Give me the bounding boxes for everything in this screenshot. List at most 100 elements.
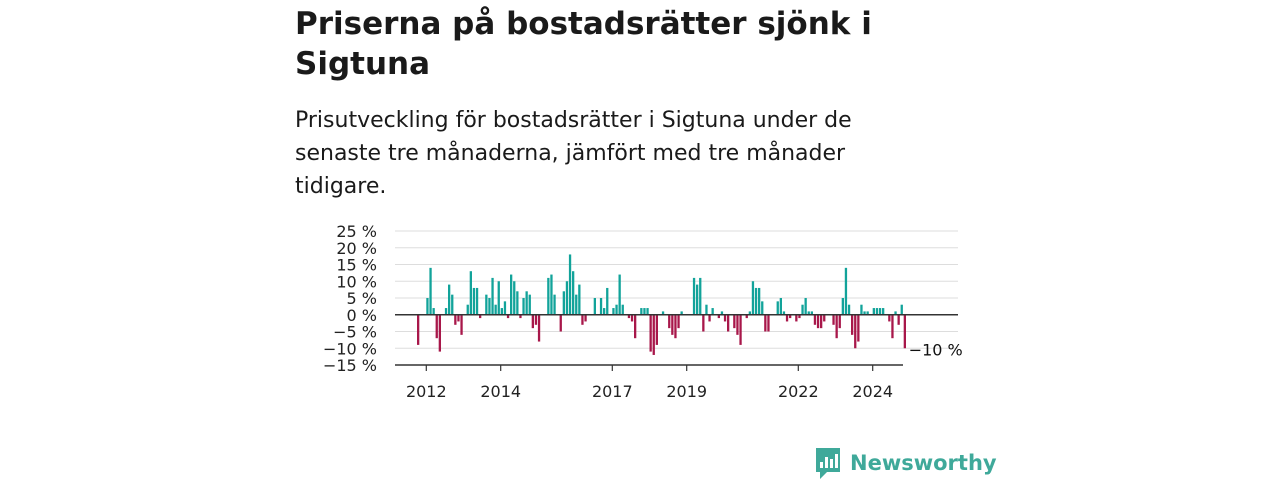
bar: [779, 298, 782, 315]
bar: [612, 308, 615, 315]
bar: [813, 314, 817, 325]
bar: [643, 308, 646, 315]
bar: [618, 274, 621, 315]
bar: [457, 314, 460, 322]
bar: [857, 314, 860, 342]
bar: [417, 314, 420, 345]
bar: [844, 267, 848, 315]
bar: [776, 301, 779, 315]
bar: [630, 314, 634, 322]
bar: [432, 308, 435, 315]
bar: [897, 314, 900, 325]
bar: [677, 314, 680, 329]
bar: [751, 281, 755, 315]
y-tick-label: 20 %: [336, 239, 377, 258]
bar: [553, 294, 556, 315]
bar: [510, 274, 513, 315]
bar: [674, 314, 677, 339]
bar: [565, 281, 569, 315]
bar: [863, 311, 866, 315]
x-tick-label: 2017: [592, 382, 633, 401]
bar: [438, 314, 441, 352]
brand-name: Newsworthy: [850, 451, 997, 475]
bar: [599, 298, 603, 315]
bar: [652, 314, 655, 355]
y-tick-label: −15 %: [323, 356, 377, 375]
bar: [795, 314, 798, 322]
bar: [816, 314, 820, 329]
bar: [860, 304, 863, 315]
bar: [503, 301, 507, 315]
bar: [854, 314, 857, 349]
bar: [692, 277, 696, 315]
bar: [835, 314, 838, 339]
bar: [841, 298, 844, 315]
bar: [733, 314, 736, 329]
gridlines: [395, 230, 958, 349]
y-tick-label: 25 %: [336, 222, 377, 241]
axes: [395, 313, 958, 371]
bar: [807, 311, 810, 315]
bar: [761, 301, 764, 315]
bar: [736, 314, 739, 335]
chart-subtitle: Prisutveckling för bostadsrätter i Sigtu…: [295, 108, 852, 199]
bar: [615, 304, 618, 315]
bar: [559, 314, 562, 332]
x-tick-label: 2014: [480, 382, 521, 401]
bar: [429, 267, 432, 315]
bar: [640, 308, 643, 315]
bar: [785, 314, 789, 322]
bar-chart: 25 %20 %15 %10 %5 %0 %−5 %−10 %−15 %2012…: [323, 222, 963, 401]
bar: [435, 314, 438, 339]
bar: [479, 314, 482, 319]
bar: [451, 294, 454, 315]
bar: [758, 287, 761, 315]
bar: [804, 298, 807, 315]
bar: [888, 314, 891, 322]
bar: [491, 277, 494, 315]
bar: [448, 284, 451, 315]
bar: [581, 314, 584, 325]
bar: [528, 294, 531, 315]
bar: [494, 304, 497, 315]
bar: [525, 291, 528, 315]
bar: [872, 308, 875, 315]
bar: [568, 254, 572, 315]
bar: [655, 314, 658, 345]
bar: [702, 314, 705, 332]
bar: [878, 308, 882, 315]
last-value-label: −10 %: [909, 340, 963, 359]
bar: [578, 284, 581, 315]
bar: [634, 314, 637, 339]
bar: [522, 298, 525, 315]
x-tick-label: 2012: [406, 382, 447, 401]
x-tick-label: 2019: [666, 382, 707, 401]
bar: [646, 308, 649, 315]
bar: [603, 308, 606, 315]
bar: [903, 314, 906, 349]
bar: [748, 311, 751, 315]
bar: [485, 294, 488, 315]
chart-title: Priserna på bostadsrätter sjönk i Sigtun…: [295, 6, 872, 82]
bar: [745, 314, 748, 319]
bar: [705, 304, 708, 315]
bar: [711, 308, 714, 315]
bar: [789, 314, 792, 319]
bar: [823, 314, 826, 322]
bar: [668, 314, 671, 329]
bar: [444, 308, 448, 315]
x-tick-label: 2024: [852, 382, 893, 401]
bar: [547, 277, 550, 315]
bar: [460, 314, 463, 335]
bar: [847, 304, 851, 315]
bar: [550, 274, 553, 315]
bar: [575, 294, 578, 315]
bar: [891, 314, 894, 339]
newsworthy-logo[interactable]: Newsworthy: [814, 446, 997, 480]
bar: [699, 277, 702, 315]
bar: [720, 311, 724, 315]
bar: [584, 314, 587, 322]
bar: [851, 314, 854, 335]
bar: [764, 314, 767, 332]
bar: [894, 311, 897, 315]
